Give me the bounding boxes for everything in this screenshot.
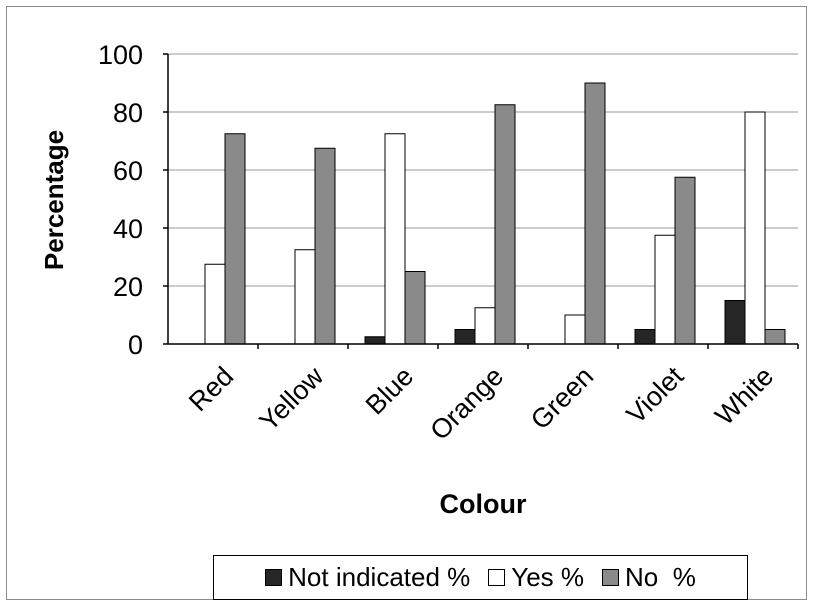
legend-label: Yes % <box>511 562 585 592</box>
legend-item: No % <box>602 562 696 593</box>
legend-item: Not indicated % <box>265 562 470 593</box>
y-tick-label: 0 <box>128 330 143 360</box>
bar-white-series-0 <box>724 300 746 345</box>
bar-blue-series-0 <box>364 336 386 345</box>
x-tick-label: Green <box>525 361 599 435</box>
y-axis-label: Percentage <box>39 130 69 270</box>
bar-yellow-series-1 <box>294 249 316 345</box>
y-tick-label: 60 <box>113 156 143 186</box>
legend-swatch <box>265 569 283 586</box>
y-tick-labels: 0 20 40 60 80 100 <box>98 40 143 360</box>
bar-white-series-1 <box>744 111 766 345</box>
bar-red-series-1 <box>204 263 226 345</box>
y-tick-label: 80 <box>113 98 143 128</box>
legend: Not indicated % Yes % No % <box>213 555 748 600</box>
legend-swatch <box>488 569 506 586</box>
x-axis-label: Colour <box>440 489 527 519</box>
bar-orange-series-1 <box>474 307 496 345</box>
bar-orange-series-0 <box>454 329 476 345</box>
x-tick-labels: Red Yellow Blue Orange Green Violet White <box>183 361 779 446</box>
bar-violet-series-2 <box>674 176 696 345</box>
bar-yellow-series-2 <box>314 147 336 345</box>
bar-green-series-2 <box>584 82 606 345</box>
bar-red-series-2 <box>224 133 246 345</box>
bar-white-series-2 <box>764 329 786 345</box>
x-tick-label: Yellow <box>254 361 330 437</box>
x-tick-label: White <box>709 361 779 431</box>
gridlines <box>168 53 798 345</box>
bar-green-series-1 <box>564 314 586 345</box>
y-tick-label: 40 <box>113 214 143 244</box>
y-tick-label: 100 <box>98 40 143 70</box>
bar-blue-series-2 <box>404 271 426 345</box>
x-tick-label: Violet <box>621 361 690 430</box>
bar-blue-series-1 <box>384 133 406 345</box>
bar-orange-series-2 <box>494 104 516 345</box>
legend-item: Yes % <box>488 562 584 593</box>
x-tick-label: Orange <box>424 361 509 446</box>
y-tick-label: 20 <box>113 272 143 302</box>
bar-violet-series-1 <box>654 234 676 345</box>
axes <box>163 53 799 349</box>
x-tick-label: Blue <box>360 361 419 420</box>
legend-label: No % <box>625 562 696 592</box>
bar-violet-series-0 <box>634 329 656 345</box>
bars <box>204 82 786 345</box>
legend-label: Not indicated % <box>288 562 471 592</box>
legend-swatch <box>602 569 620 586</box>
x-tick-label: Red <box>183 361 239 417</box>
